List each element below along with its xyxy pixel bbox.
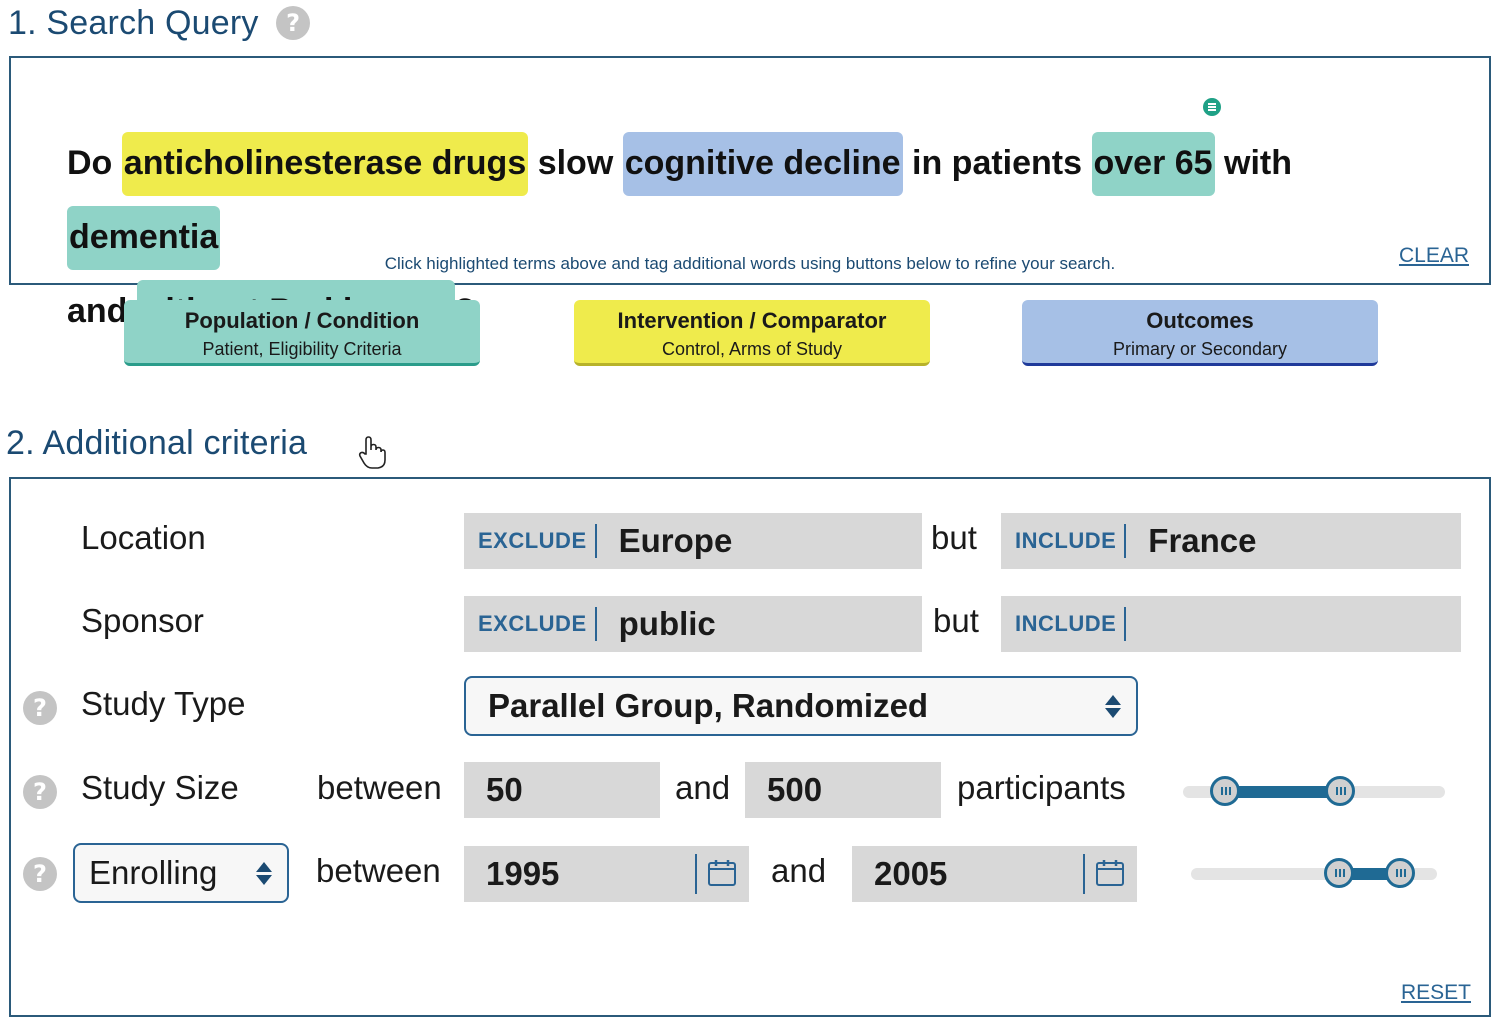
population-button-title: Population / Condition [184, 308, 420, 333]
help-icon[interactable]: ? [276, 6, 311, 40]
sponsor-include-field[interactable]: INCLUDE [1001, 596, 1461, 652]
calendar-icon[interactable] [707, 858, 737, 888]
reset-link[interactable]: RESET [1400, 981, 1471, 1004]
location-exclude-field[interactable]: EXCLUDE Europe [464, 513, 922, 569]
term-population-condition[interactable]: dementia [67, 206, 221, 270]
location-exclude-value: Europe [618, 522, 733, 559]
query-word: with [1214, 144, 1293, 182]
location-label: Location [81, 519, 206, 556]
outcomes-button[interactable]: Outcomes Primary or Secondary [1022, 300, 1378, 366]
additional-criteria-panel: Location EXCLUDE Europe but INCLUDE Fran… [9, 477, 1491, 1017]
term-population-age[interactable]: over 65 [1091, 96, 1223, 196]
search-hint: Click highlighted terms above and tag ad… [384, 254, 1116, 273]
location-include-value: France [1148, 522, 1257, 559]
slider-handle-min[interactable] [1323, 858, 1354, 888]
include-prefix: INCLUDE [1001, 607, 1127, 641]
include-prefix: INCLUDE [1001, 524, 1127, 558]
date-type-select[interactable]: Enrolling [73, 843, 289, 903]
slider-handle-max[interactable] [1325, 776, 1356, 806]
participants-label: participants [957, 769, 1126, 806]
select-arrows-icon [1104, 694, 1122, 718]
slider-handle-max[interactable] [1385, 858, 1416, 888]
exclude-prefix: EXCLUDE [464, 607, 597, 641]
study-size-min-value: 50 [486, 771, 523, 808]
date-from-field[interactable]: 1995 [464, 846, 749, 902]
slider-fill [1224, 786, 1341, 798]
but-label: but [933, 602, 979, 639]
intervention-comparator-button[interactable]: Intervention / Comparator Control, Arms … [574, 300, 930, 366]
location-include-field[interactable]: INCLUDE France [1001, 513, 1461, 569]
intervention-button-subtitle: Control, Arms of Study [661, 339, 843, 359]
study-size-slider[interactable] [1183, 776, 1445, 806]
population-button-subtitle: Patient, Eligibility Criteria [202, 339, 402, 359]
date-to-value: 2005 [874, 855, 948, 892]
study-size-label: Study Size [81, 769, 239, 806]
and-label: and [675, 769, 731, 806]
query-word: Do [67, 144, 122, 182]
search-query-heading: 1. Search Query [8, 4, 259, 42]
date-from-value: 1995 [486, 855, 560, 892]
study-size-max-field[interactable]: 500 [745, 762, 941, 818]
and-label: and [771, 852, 827, 889]
term-population-age-label: over 65 [1093, 144, 1213, 182]
date-to-field[interactable]: 2005 [852, 846, 1137, 902]
sponsor-exclude-field[interactable]: EXCLUDE public [464, 596, 922, 652]
but-label: but [931, 519, 977, 556]
date-range-slider[interactable] [1191, 858, 1437, 888]
field-separator [1083, 854, 1085, 894]
population-condition-button[interactable]: Population / Condition Patient, Eligibil… [124, 300, 480, 366]
study-type-label: Study Type [81, 685, 246, 722]
slider-fill [1338, 868, 1401, 880]
clear-link[interactable]: CLEAR [1398, 244, 1469, 267]
help-icon[interactable]: ? [23, 691, 57, 725]
intervention-button-title: Intervention / Comparator [617, 308, 887, 333]
slider-handle-min[interactable] [1209, 776, 1240, 806]
study-size-max-value: 500 [767, 771, 823, 808]
search-query-title: 1. Search Query ? [8, 4, 311, 43]
query-word: and [67, 292, 137, 330]
query-word: in patients [902, 144, 1092, 182]
date-type-value: Enrolling [89, 854, 218, 891]
between-label: between [317, 769, 442, 806]
study-size-min-field[interactable]: 50 [464, 762, 660, 818]
study-type-select[interactable]: Parallel Group, Randomized [464, 676, 1138, 736]
query-word: slow [528, 144, 623, 182]
select-arrows-icon [255, 861, 273, 885]
list-icon[interactable] [1200, 96, 1223, 118]
help-icon[interactable]: ? [23, 857, 57, 891]
additional-criteria-title: 2. Additional criteria [6, 424, 308, 462]
exclude-prefix: EXCLUDE [464, 524, 597, 558]
term-outcome[interactable]: cognitive decline [622, 132, 903, 196]
between-label: between [316, 852, 441, 889]
calendar-icon[interactable] [1095, 858, 1125, 888]
field-separator [695, 854, 697, 894]
study-type-value: Parallel Group, Randomized [488, 687, 929, 724]
sponsor-label: Sponsor [81, 602, 204, 639]
help-icon[interactable]: ? [23, 775, 57, 809]
outcomes-button-subtitle: Primary or Secondary [1112, 339, 1288, 359]
hand-pointer-icon [358, 436, 386, 469]
search-query-panel: Do anticholinesterase drugs slow cogniti… [9, 56, 1491, 344]
sponsor-exclude-value: public [618, 605, 716, 642]
outcomes-button-title: Outcomes [1146, 308, 1254, 333]
term-intervention[interactable]: anticholinesterase drugs [121, 132, 529, 196]
